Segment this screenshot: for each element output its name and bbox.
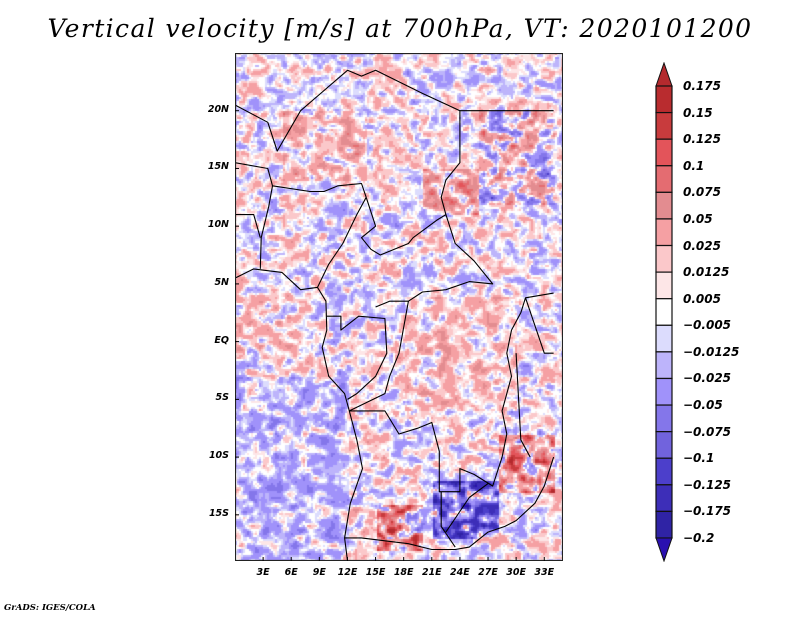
lon-tick-label: 33E [534, 567, 555, 578]
border-line [360, 197, 494, 308]
colorbar-top-arrow [655, 62, 673, 87]
lat-tick-label: 10S [208, 450, 229, 462]
border-line [349, 292, 554, 493]
border-line [349, 301, 409, 412]
lat-tick-label: 20N [207, 103, 229, 115]
lon-tick-label: 12E [337, 567, 358, 578]
axis-ticks [235, 110, 545, 561]
lat-tick-label: EQ [214, 334, 229, 346]
colorbar-level-label: 0.15 [683, 105, 713, 120]
colorbar-level-label: 0.005 [683, 291, 721, 306]
country-borders [235, 69, 555, 561]
border-line [235, 69, 461, 215]
lon-tick-label: 24E [450, 567, 470, 578]
colorbar-bottom-arrow [655, 537, 673, 562]
colorbar-level-label: −0.2 [683, 531, 715, 545]
colorbar [655, 62, 673, 562]
lon-tick-label: 30E [506, 567, 526, 578]
colorbar-level-label: −0.005 [683, 318, 732, 333]
colorbar-level-label: −0.175 [683, 504, 732, 519]
colorbar-swatch [655, 457, 673, 486]
colorbar-level-label: 0.175 [683, 79, 721, 93]
border-line [235, 268, 364, 561]
vertical-velocity-field [235, 53, 563, 561]
lat-tick-label: 5S [215, 392, 229, 404]
lat-tick-label: 5N [214, 276, 229, 288]
colorbar-level-label: −0.1 [683, 451, 715, 466]
map-overlay [235, 53, 563, 561]
colorbar-swatch [655, 85, 673, 114]
colorbar-level-label: −0.0125 [683, 344, 740, 359]
lon-tick-label: 27E [478, 567, 498, 578]
colorbar-level-label: 0.125 [683, 132, 721, 147]
colorbar-level-label: −0.125 [683, 477, 732, 492]
colorbar-level-label: 0.05 [683, 211, 713, 226]
border-line [515, 353, 531, 458]
colorbar-swatch [655, 431, 673, 459]
border-line [445, 483, 489, 533]
colorbar-swatch [655, 351, 673, 380]
colorbar-swatch [655, 111, 673, 140]
grads-credit: GrADS: IGES/COLA [4, 603, 96, 613]
border-line [440, 491, 456, 548]
map-plot-area [235, 53, 563, 561]
lat-tick-label: 10N [207, 219, 229, 231]
colorbar-level-label: 0.1 [683, 158, 705, 173]
border-line [235, 162, 367, 198]
colorbar-swatch [655, 484, 673, 513]
colorbar-swatch [655, 191, 673, 220]
lon-tick-label: 6E [284, 567, 298, 578]
lon-tick-label: 3E [256, 567, 270, 578]
colorbar-swatch [655, 377, 673, 406]
colorbar-swatch [655, 218, 673, 247]
colorbar-swatch [655, 138, 673, 167]
colorbar-level-label: 0.075 [683, 185, 721, 200]
colorbar-level-label: −0.025 [683, 371, 732, 386]
colorbar-level-label: −0.05 [683, 398, 723, 413]
lon-tick-label: 9E [312, 567, 326, 578]
lon-tick-label: 21E [421, 567, 442, 578]
plot-frame [235, 53, 563, 561]
colorbar-swatch [655, 298, 673, 326]
colorbar-swatch [655, 510, 673, 539]
lon-tick-label: 18E [393, 567, 414, 578]
border-line [524, 297, 554, 354]
border-line [235, 214, 261, 238]
colorbar-level-label: −0.075 [683, 424, 732, 439]
colorbar-swatch [655, 324, 673, 353]
colorbar-swatch [655, 244, 673, 273]
border-line [317, 197, 367, 288]
border-line [259, 185, 274, 269]
lat-tick-label: 15S [208, 507, 229, 519]
colorbar-swatch [655, 271, 673, 300]
lat-tick-label: 15N [207, 161, 229, 173]
colorbar-swatch [655, 165, 673, 193]
colorbar-level-label: 0.0125 [683, 265, 730, 280]
chart-title: Vertical velocity [m/s] at 700hPa, VT: 2… [47, 14, 753, 43]
colorbar-swatch [655, 404, 673, 433]
lon-tick-label: 15E [365, 567, 386, 578]
border-line [344, 456, 555, 551]
colorbar-level-label: 0.025 [683, 238, 721, 253]
border-line [326, 315, 388, 400]
